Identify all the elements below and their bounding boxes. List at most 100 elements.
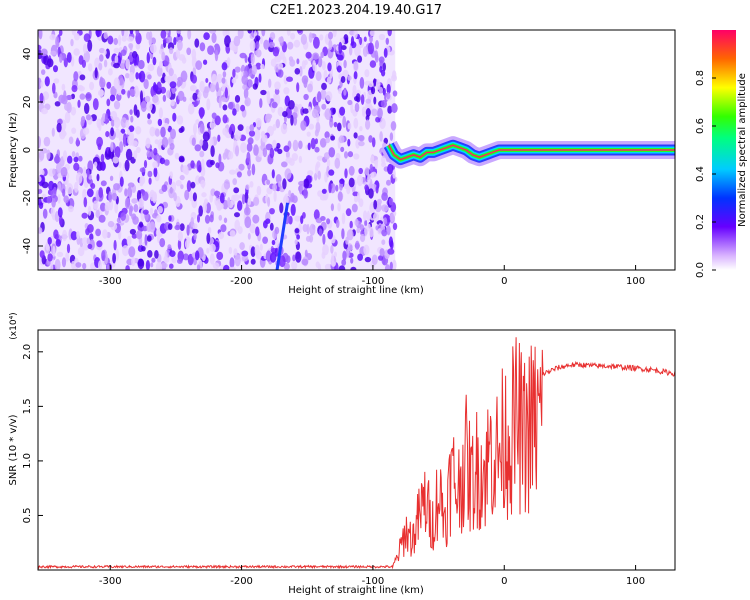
spectrogram-y-tick-label: -40 (22, 238, 33, 254)
colorbar-axis: 0.0 0.2 0.4 0.6 0.8 (695, 70, 716, 278)
noise-blob (209, 30, 217, 34)
noise-blob (350, 257, 354, 264)
noise-blob (328, 39, 333, 51)
noise-blob (317, 170, 321, 180)
noise-blob (145, 137, 151, 149)
noise-blob (340, 146, 345, 153)
noise-blob (332, 30, 337, 38)
noise-blob (304, 249, 308, 258)
noise-blob (201, 192, 207, 198)
noise-blob (353, 132, 358, 139)
noise-blob (155, 261, 163, 270)
noise-blob (151, 257, 156, 263)
noise-blob (113, 47, 120, 54)
noise-blob (175, 180, 182, 187)
noise-blob (253, 144, 259, 156)
noise-blob (347, 122, 352, 130)
noise-blob (245, 125, 250, 135)
noise-blob (297, 30, 302, 34)
noise-blob (46, 149, 51, 160)
noise-blob (114, 55, 119, 64)
noise-blob (192, 192, 197, 202)
noise-blob (196, 160, 202, 172)
noise-blob (113, 77, 120, 90)
spectrogram-x-tick-label: 0 (501, 276, 507, 287)
noise-blob (390, 121, 397, 131)
noise-blob (135, 126, 142, 135)
noise-blob (215, 162, 220, 169)
noise-blob (343, 89, 347, 96)
noise-blob (195, 60, 203, 71)
noise-blob (379, 86, 383, 94)
noise-blob (271, 101, 278, 109)
noise-blob (353, 30, 358, 39)
noise-blob (38, 30, 43, 40)
noise-blob (313, 36, 320, 49)
noise-blob (42, 208, 48, 219)
noise-blob (339, 178, 345, 185)
noise-blob (40, 81, 44, 88)
noise-blob (41, 107, 48, 115)
noise-blob (269, 147, 275, 159)
noise-blob (140, 100, 147, 113)
noise-blob (152, 94, 159, 104)
noise-blob (342, 69, 349, 79)
noise-blob (101, 161, 106, 171)
noise-blob (269, 222, 274, 231)
noise-blob (288, 190, 292, 196)
noise-blob (389, 132, 394, 141)
noise-blob (234, 219, 240, 231)
noise-blob (145, 260, 150, 270)
noise-blob (126, 235, 132, 247)
snr-y-axis: 0.5 1.0 1.5 2.0 (22, 344, 43, 523)
noise-blob (240, 64, 246, 74)
noise-blob (228, 151, 234, 160)
noise-blob (122, 135, 127, 148)
noise-blob (364, 219, 368, 227)
noise-blob (149, 126, 156, 137)
noise-blob (182, 96, 187, 102)
noise-blob (255, 117, 262, 128)
noise-blob (191, 74, 198, 84)
noise-blob (383, 217, 388, 225)
noise-blob (103, 59, 108, 68)
noise-blob (135, 72, 139, 80)
noise-blob (55, 36, 60, 48)
track-peak (388, 144, 675, 161)
noise-blob (206, 98, 211, 111)
noise-blob (359, 126, 363, 132)
noise-blob (66, 183, 74, 195)
noise-blob (77, 246, 85, 257)
noise-blob (197, 214, 200, 223)
noise-blob (387, 105, 393, 114)
noise-blob (169, 171, 173, 179)
noise-blob (118, 161, 122, 169)
noise-blob (73, 156, 79, 163)
noise-blob (61, 95, 68, 105)
noise-blob (152, 161, 159, 169)
noise-blob (157, 205, 163, 214)
noise-blob (154, 209, 158, 217)
spectrogram-y-tick-label: -20 (22, 190, 33, 206)
noise-blob (153, 84, 159, 92)
noise-blob (249, 40, 256, 52)
noise-blob (167, 42, 175, 51)
noise-blob (99, 54, 104, 62)
noise-blob (321, 82, 327, 90)
noise-blob (355, 93, 361, 103)
noise-blob (222, 114, 228, 124)
noise-blob (303, 93, 309, 101)
noise-blob (313, 209, 320, 220)
colorbar-tick-label: 0.8 (695, 70, 706, 86)
noise-blob (135, 30, 140, 37)
noise-blob (138, 198, 145, 208)
noise-blob (83, 33, 91, 42)
noise-blob (262, 236, 268, 244)
noise-blob (353, 71, 358, 80)
noise-blob (136, 146, 141, 154)
spectrogram-x-tick-label: -100 (362, 276, 385, 287)
noise-blob (168, 47, 174, 55)
noise-blob (284, 168, 292, 180)
noise-blob (255, 62, 262, 70)
noise-blob (303, 187, 308, 199)
